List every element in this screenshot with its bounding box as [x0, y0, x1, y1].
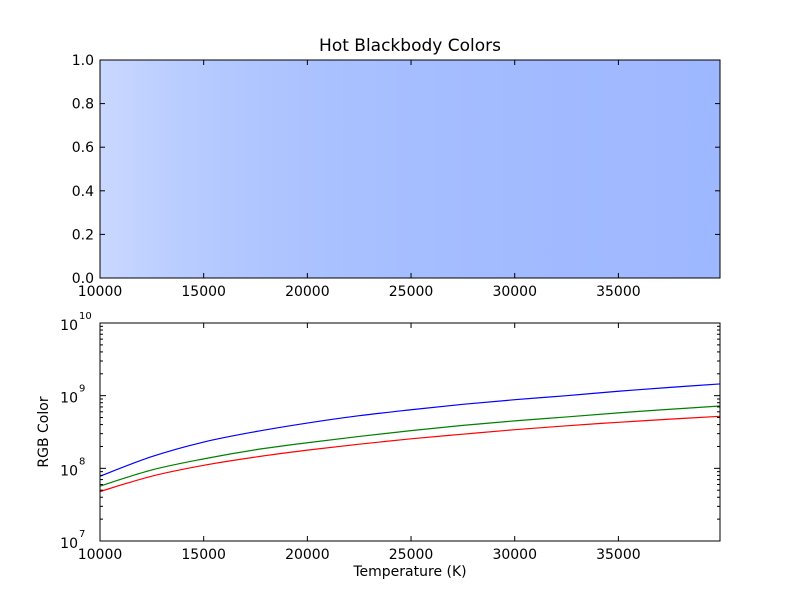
top-x-tick-label: 35000	[596, 284, 641, 300]
bottom-y-tick-exp: 10	[79, 311, 92, 322]
bottom-x-tick-label: 15000	[181, 547, 226, 563]
top-x-tick-label: 15000	[181, 284, 226, 300]
top-x-tick-label: 30000	[492, 284, 537, 300]
bottom-x-tick-label: 10000	[78, 547, 123, 563]
bottom-y-tick-exp: 8	[79, 456, 85, 467]
bottom-y-tick-label: 107	[60, 529, 85, 552]
top-y-tick-label: 0.6	[72, 140, 94, 156]
top-x-tick-label: 20000	[285, 284, 330, 300]
bottom-y-tick-exp: 7	[79, 529, 85, 540]
bottom-x-tick-label: 20000	[285, 547, 330, 563]
chart-title: Hot Blackbody Colors	[319, 36, 501, 56]
bottom-y-tick-base: 10	[60, 318, 78, 334]
bottom-y-tick-label: 109	[60, 384, 85, 407]
bottom-axis-ticks: 10000 15000 20000 25000 30000 350001071081091…	[60, 311, 720, 563]
top-y-tick-label: 1.0	[72, 53, 94, 69]
top-panel: Hot Blackbody Colors 10000 15000 20000 2500…	[72, 36, 721, 300]
bottom-x-tick-label: 35000	[596, 547, 641, 563]
series-lines	[99, 383, 721, 493]
bottom-x-tick-label: 30000	[492, 547, 537, 563]
series-line-2	[99, 415, 721, 493]
series-line-1	[99, 405, 721, 487]
bottom-y-tick-exp: 9	[79, 384, 85, 395]
top-x-tick-label: 25000	[389, 284, 434, 300]
top-y-tick-label: 0.2	[72, 227, 94, 243]
top-y-tick-label: 0.4	[72, 184, 94, 200]
top-x-tick-label: 10000	[78, 284, 123, 300]
bottom-y-tick-base: 10	[60, 391, 78, 407]
top-y-tick-label: 0.0	[72, 271, 94, 287]
top-axes-frame	[99, 59, 721, 279]
bottom-panel: 10000 15000 20000 25000 30000 350001071081091…	[36, 311, 721, 580]
color-strip	[100, 60, 720, 278]
series-line-0	[99, 383, 721, 477]
bottom-y-tick-label: 108	[60, 456, 85, 479]
x-axis-label: Temperature (K)	[352, 564, 466, 580]
top-y-tick-label: 0.8	[72, 97, 94, 113]
bottom-axes-frame	[99, 322, 721, 542]
y-axis-label: RGB Color	[36, 396, 52, 467]
bottom-y-tick-base: 10	[60, 536, 78, 552]
bottom-x-tick-label: 25000	[389, 547, 434, 563]
bottom-y-tick-base: 10	[60, 463, 78, 479]
